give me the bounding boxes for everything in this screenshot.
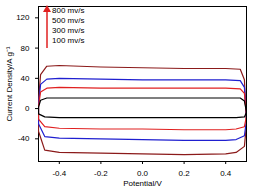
svg-text:-40: -40 (18, 134, 30, 143)
svg-text:-0.4: -0.4 (52, 169, 66, 178)
html-text:300 mv/s: 300 mv/s (52, 26, 85, 35)
svg-text:80: 80 (21, 44, 30, 53)
svg-text:0.2: 0.2 (179, 169, 191, 178)
svg-text:Potential/V: Potential/V (123, 179, 162, 188)
svg-text:120: 120 (16, 13, 30, 22)
svg-text:0.4: 0.4 (220, 169, 232, 178)
svg-text:0.0: 0.0 (137, 169, 149, 178)
html-text:500 mv/s: 500 mv/s (52, 16, 85, 25)
svg-text:-0.2: -0.2 (94, 169, 108, 178)
html-text:800 mv/s: 800 mv/s (52, 6, 85, 15)
svg-text:Current Density/A g⁻¹: Current Density/A g⁻¹ (5, 46, 14, 121)
html-text:100 mv/s: 100 mv/s (52, 36, 85, 45)
svg-text:0: 0 (25, 104, 30, 113)
svg-text:40: 40 (21, 74, 30, 83)
